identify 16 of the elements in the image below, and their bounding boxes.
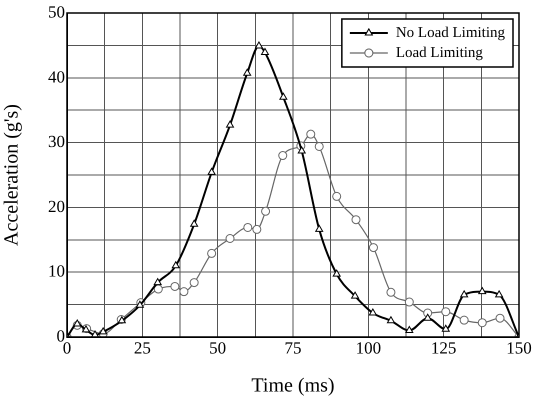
y-tick-label: 20 — [48, 196, 65, 216]
y-tick-label: 10 — [48, 262, 65, 281]
x-tick-label: 125 — [430, 338, 456, 358]
y-tick-label: 40 — [48, 67, 65, 86]
x-tick-label: 150 — [506, 338, 532, 358]
legend-label: No Load Limiting — [396, 24, 506, 41]
x-tick-label: 25 — [134, 338, 151, 358]
y-axis-title: Acceleration (g's) — [0, 104, 22, 246]
legend-label: Load Limiting — [396, 44, 484, 61]
x-tick-label: 75 — [284, 338, 302, 358]
x-axis-title: Time (ms) — [251, 374, 335, 396]
x-tick-label: 100 — [356, 338, 382, 358]
x-tick-label: 50 — [209, 338, 226, 358]
y-tick-label: 30 — [48, 132, 65, 152]
y-tick-label: 50 — [48, 2, 65, 22]
y-tick-label: 0 — [56, 326, 65, 346]
